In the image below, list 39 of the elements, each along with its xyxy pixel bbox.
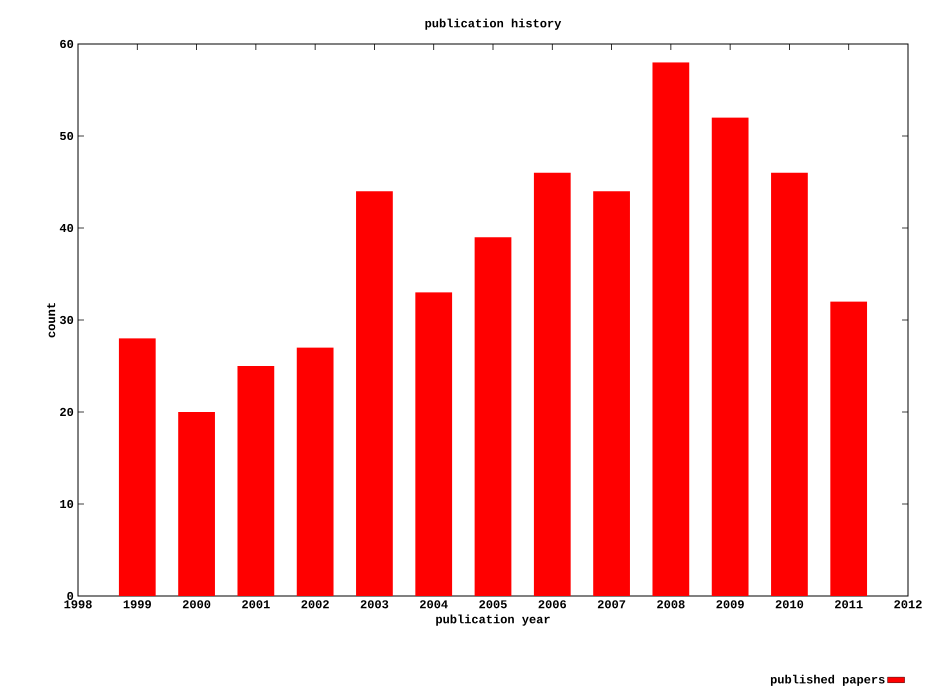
x-tick-label: 2000	[182, 600, 210, 608]
x-tick-label: 2006	[538, 600, 566, 608]
bar	[178, 412, 215, 596]
y-tick-label: 30	[60, 316, 74, 324]
bar	[712, 118, 749, 596]
y-tick-label: 40	[60, 224, 74, 232]
y-tick-label: 50	[60, 132, 74, 140]
bar	[830, 302, 868, 596]
x-tick-label: 2010	[776, 600, 804, 608]
x-tick-label: 2004	[420, 600, 448, 608]
x-tick-label: 2008	[657, 600, 685, 608]
x-tick-label: 2007	[598, 600, 626, 608]
x-tick-label: 2011	[835, 600, 863, 608]
bar	[652, 62, 690, 596]
x-tick-label: 2009	[716, 600, 744, 608]
bar	[118, 338, 156, 596]
bar	[237, 366, 274, 596]
y-tick-label: 20	[60, 408, 74, 416]
x-tick-label: 2001	[242, 600, 270, 608]
bar	[415, 292, 452, 596]
x-axis-title: publication year	[436, 614, 550, 626]
bar	[593, 191, 630, 596]
x-tick-label: 2005	[479, 600, 507, 608]
bar	[534, 172, 571, 596]
legend-label: published papers	[770, 674, 885, 686]
bar	[296, 348, 334, 596]
y-tick-label: 0	[67, 592, 74, 600]
x-tick-label: 2003	[360, 600, 388, 608]
x-tick-label: 2002	[301, 600, 329, 608]
y-tick-label: 60	[60, 40, 74, 48]
bar	[474, 237, 512, 596]
x-tick-label: 1998	[64, 600, 92, 608]
x-tick-label: 1999	[124, 600, 151, 608]
y-tick-label: 10	[60, 500, 74, 508]
y-axis-title: count	[47, 303, 56, 338]
bar	[771, 172, 808, 596]
chart-title: publication history	[425, 18, 562, 30]
x-tick-label: 2012	[894, 600, 922, 608]
bar	[356, 191, 393, 596]
